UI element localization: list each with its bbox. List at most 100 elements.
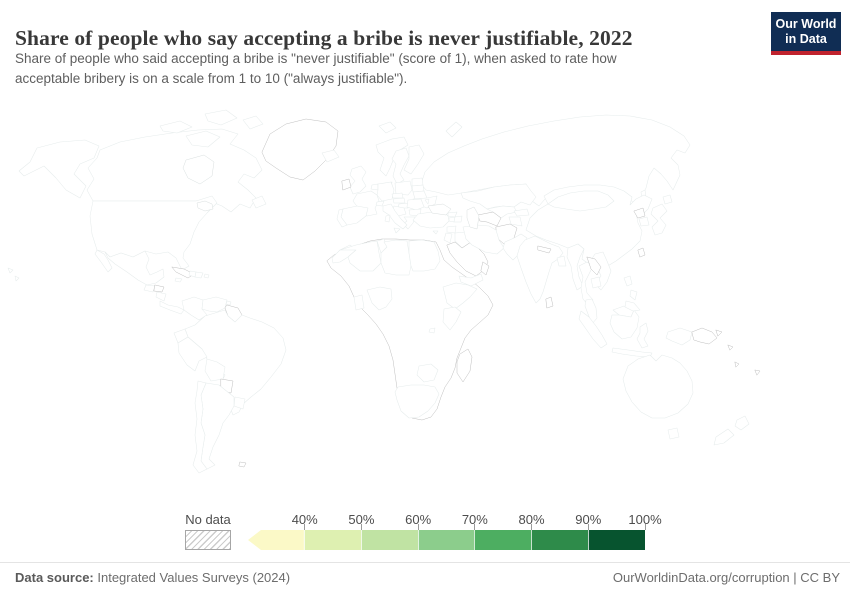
country-honduras[interactable]	[153, 284, 165, 293]
country-indonesia[interactable]	[611, 347, 653, 358]
country-south-korea[interactable]	[638, 216, 650, 227]
country-canada[interactable]	[185, 130, 221, 148]
country-poland[interactable]	[394, 180, 413, 196]
country-czechia[interactable]	[391, 192, 404, 199]
country-papua-new-guinea[interactable]	[715, 329, 723, 337]
country-falkland-islands[interactable]	[238, 461, 247, 468]
country-new-zealand[interactable]	[713, 428, 735, 446]
country-canada[interactable]	[86, 128, 263, 213]
country-malaysia[interactable]	[584, 298, 598, 325]
country-portugal[interactable]	[336, 208, 348, 228]
country-vanuatu[interactable]	[734, 361, 740, 368]
country-dominican-republic[interactable]	[194, 271, 204, 279]
legend-bin-90-100[interactable]	[588, 530, 646, 550]
country-algeria[interactable]	[339, 240, 382, 272]
country-saudi-arabia[interactable]	[446, 241, 489, 277]
country-trinidad-and-tobago[interactable]	[225, 300, 232, 306]
country-philippines[interactable]	[629, 289, 638, 301]
country-bolivia[interactable]	[204, 358, 226, 382]
country-italy[interactable]	[384, 214, 391, 223]
country-france[interactable]	[352, 190, 380, 217]
country-turkmenistan[interactable]	[477, 211, 502, 227]
country-italy[interactable]	[393, 227, 401, 234]
country-mexico[interactable]	[94, 249, 113, 273]
country-norway-svalbard[interactable]	[378, 121, 397, 134]
country-cyprus[interactable]	[432, 230, 439, 235]
country-myanmar[interactable]	[566, 243, 585, 291]
country-azerbaijan[interactable]	[453, 215, 463, 223]
country-united-states[interactable]	[18, 139, 100, 199]
legend-colorbar[interactable]	[248, 524, 646, 550]
country-canada[interactable]	[242, 115, 264, 130]
country-papua-new-guinea[interactable]	[691, 327, 718, 345]
country-nicaragua[interactable]	[155, 291, 167, 302]
country-indonesia[interactable]	[609, 309, 640, 340]
country-indonesia[interactable]	[578, 310, 608, 349]
country-philippines[interactable]	[624, 300, 641, 312]
country-rwanda[interactable]	[428, 327, 436, 334]
country-ghana[interactable]	[353, 294, 365, 311]
country-jordan[interactable]	[443, 232, 453, 244]
country-jamaica[interactable]	[174, 277, 183, 283]
country-north-korea[interactable]	[633, 207, 646, 219]
country-indonesia[interactable]	[636, 322, 649, 349]
country-greenland[interactable]	[261, 118, 339, 181]
legend-bin-50-60[interactable]	[360, 530, 418, 550]
country-yemen[interactable]	[458, 273, 484, 287]
country-zimbabwe[interactable]	[416, 363, 439, 383]
country-mexico[interactable]	[104, 250, 165, 286]
country-sri-lanka[interactable]	[545, 296, 554, 309]
country-nigeria[interactable]	[366, 286, 393, 311]
country-fiji[interactable]	[754, 369, 761, 376]
country-kenya[interactable]	[442, 306, 462, 331]
country-syria[interactable]	[446, 225, 457, 234]
legend-bin-40-50[interactable]	[303, 530, 361, 550]
country-united-kingdom[interactable]	[349, 165, 367, 195]
country-chile[interactable]	[192, 380, 208, 474]
country-australia-tasmania[interactable]	[667, 427, 680, 440]
country-united-states[interactable]	[14, 275, 20, 282]
country-kazakhstan[interactable]	[460, 183, 537, 210]
country-south-africa[interactable]	[394, 384, 440, 419]
country-puerto-rico[interactable]	[203, 273, 210, 279]
country-uruguay[interactable]	[233, 396, 246, 410]
country-nepal[interactable]	[537, 245, 552, 254]
legend-bin-70-80[interactable]	[474, 530, 532, 550]
country-switzerland[interactable]	[375, 200, 385, 207]
country-united-states[interactable]	[89, 195, 218, 271]
country-madagascar[interactable]	[456, 348, 473, 383]
country-romania[interactable]	[406, 198, 425, 211]
country-tajikistan[interactable]	[508, 216, 523, 227]
country-belarus[interactable]	[412, 190, 428, 200]
country-georgia[interactable]	[447, 211, 458, 218]
country-estonia[interactable]	[411, 177, 424, 187]
country-germany[interactable]	[376, 181, 395, 202]
country-austria[interactable]	[392, 197, 406, 204]
country-japan[interactable]	[662, 194, 673, 205]
country-bangladesh[interactable]	[556, 255, 567, 267]
country-canada[interactable]	[251, 195, 267, 209]
legend-bin-60-70[interactable]	[417, 530, 475, 550]
country-taiwan[interactable]	[637, 247, 646, 258]
legend-bin-80-90[interactable]	[531, 530, 589, 550]
owid-url-link[interactable]: OurWorldinData.org/corruption | CC BY	[612, 570, 840, 585]
country-netherlands[interactable]	[370, 183, 379, 191]
country-ethiopia[interactable]	[442, 282, 478, 310]
country-cambodia[interactable]	[590, 276, 602, 289]
country-india[interactable]	[516, 235, 564, 304]
country-ireland[interactable]	[341, 178, 352, 191]
country-venezuela[interactable]	[201, 296, 228, 313]
legend-no-data-swatch[interactable]	[185, 530, 231, 550]
country-kyrgyzstan[interactable]	[513, 208, 530, 217]
country-solomon-islands[interactable]	[727, 344, 734, 351]
country-egypt[interactable]	[408, 239, 441, 272]
country-mongolia[interactable]	[547, 190, 615, 212]
country-sweden[interactable]	[391, 147, 410, 185]
country-norway[interactable]	[375, 136, 409, 177]
country-cuba[interactable]	[171, 266, 195, 279]
country-japan[interactable]	[650, 203, 668, 236]
country-russia[interactable]	[445, 121, 463, 138]
owid-logo[interactable]: Our World in Data	[771, 12, 841, 55]
country-laos[interactable]	[586, 256, 602, 276]
country-new-zealand[interactable]	[734, 415, 750, 431]
